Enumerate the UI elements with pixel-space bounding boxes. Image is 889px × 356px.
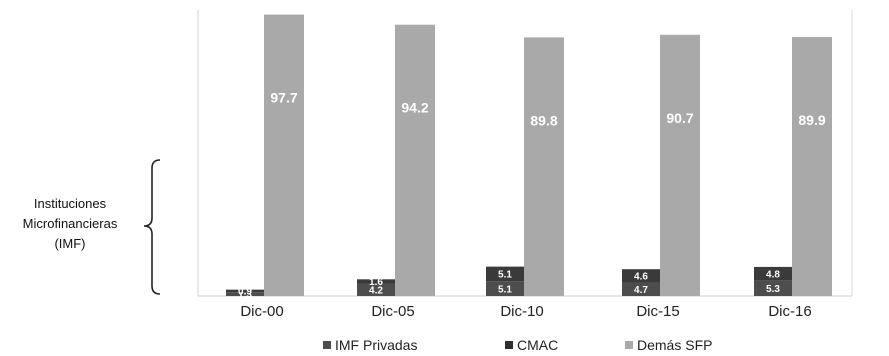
imf-annotation-line-1: Instituciones <box>34 196 107 211</box>
imf-annotation-line-3: (IMF) <box>54 236 85 251</box>
bar-imf-privadas-dic-00 <box>226 292 264 296</box>
bar-cmac-dic-10 <box>486 266 524 282</box>
bar-dem-s-sfp-dic-16 <box>792 37 832 296</box>
x-tick-label-dic-00: Dic-00 <box>240 303 283 320</box>
bar-imf-privadas-dic-16 <box>754 280 792 296</box>
data-label-cmac-dic-15: 4.6 <box>634 271 648 282</box>
bar-imf-privadas-dic-15 <box>622 282 660 296</box>
data-label-imf-privadas-dic-16: 5.3 <box>766 284 780 295</box>
data-label-cmac-dic-05: 1.6 <box>369 277 383 288</box>
x-tick-label-dic-10: Dic-10 <box>500 303 543 320</box>
bar-cmac-dic-05 <box>357 279 395 284</box>
x-tick-label-dic-15: Dic-15 <box>636 303 679 320</box>
data-label-cmac-dic-10: 5.1 <box>498 270 512 281</box>
bar-dem-s-sfp-dic-10 <box>524 37 564 296</box>
bar-imf-privadas-dic-05 <box>357 283 395 296</box>
bar-dem-s-sfp-dic-15 <box>660 34 700 297</box>
legend-label-demas-sfp: Demás SFP <box>637 337 712 353</box>
x-tick-label-dic-05: Dic-05 <box>371 303 414 320</box>
x-axis-ticks: Dic-00 Dic-05 Dic-10 Dic-15 Dic-16 <box>240 303 811 320</box>
data-label-imf-privadas-dic-15: 4.7 <box>634 285 648 296</box>
legend-item-demas-sfp: Demás SFP <box>625 337 712 353</box>
data-label-imf-privadas-dic-10: 5.1 <box>498 284 512 295</box>
data-label-imf-privadas-dic-05: 4.2 <box>369 286 383 297</box>
legend-swatch-imf-privadas <box>323 341 331 349</box>
bar-cmac-dic-00 <box>226 289 264 293</box>
legend-item-imf-privadas: IMF Privadas <box>323 337 417 353</box>
data-label-cmac-dic-16: 4.8 <box>766 269 780 280</box>
imf-annotation: Instituciones Microfinancieras (IMF) <box>23 159 161 295</box>
data-label-cmac-dic-00: 0.9 <box>238 287 252 298</box>
bar-cmac-dic-15 <box>622 269 660 283</box>
legend-label-cmac: CMAC <box>517 337 558 353</box>
data-label-dem-s-sfp-dic-10: 89.8 <box>530 112 557 128</box>
bar-imf-privadas-dic-10 <box>486 281 524 296</box>
bars-layer: 1.30.9 97.7 4.21.6 94.2 5.1 5.1 89.8 4.7 4.6 90.7… <box>226 14 832 301</box>
data-label-dem-s-sfp-dic-05: 94.2 <box>401 100 428 116</box>
data-label-dem-s-sfp-dic-00: 97.7 <box>270 90 297 106</box>
data-label-imf-privadas-dic-00: 1.3 <box>238 290 252 301</box>
imf-annotation-line-2: Microfinancieras <box>23 216 118 231</box>
x-tick-label-dic-16: Dic-16 <box>768 303 811 320</box>
imf-brace <box>143 159 161 295</box>
bar-dem-s-sfp-dic-05 <box>395 24 435 296</box>
legend-swatch-cmac <box>505 341 513 349</box>
legend-label-imf-privadas: IMF Privadas <box>335 337 417 353</box>
data-label-dem-s-sfp-dic-16: 89.9 <box>798 112 825 128</box>
legend: IMF Privadas CMAC Demás SFP <box>323 337 712 353</box>
bar-cmac-dic-16 <box>754 266 792 281</box>
legend-swatch-demas-sfp <box>625 341 633 349</box>
bar-dem-s-sfp-dic-00 <box>264 14 304 297</box>
legend-item-cmac: CMAC <box>505 337 558 353</box>
data-label-dem-s-sfp-dic-15: 90.7 <box>666 110 693 126</box>
